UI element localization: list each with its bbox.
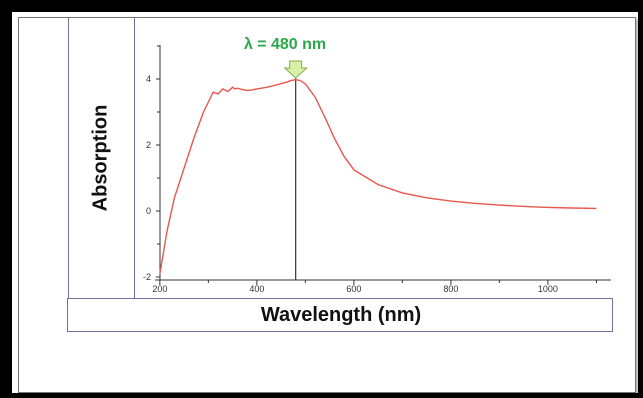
x-tick-label: 600 xyxy=(346,284,361,294)
absorption-series-line xyxy=(159,78,597,274)
y-tick-label: 0 xyxy=(146,206,151,216)
x-axis-label: Wavelength (nm) xyxy=(260,304,422,326)
xlabel-box: Wavelength (nm) xyxy=(67,298,613,332)
down-arrow-icon xyxy=(283,60,308,79)
y-tick-label: 2 xyxy=(146,140,151,150)
inner-frame xyxy=(18,17,636,393)
x-tick-label: 800 xyxy=(443,284,458,294)
y-tick-label: 4 xyxy=(146,74,151,84)
x-tick-label: 1000 xyxy=(538,284,558,294)
ylabel-box xyxy=(68,18,135,298)
y-tick-label: -2 xyxy=(143,272,151,282)
peak-annotation: λ = 480 nm xyxy=(243,36,327,53)
x-tick-label: 400 xyxy=(249,284,264,294)
x-tick-label: 200 xyxy=(152,284,167,294)
